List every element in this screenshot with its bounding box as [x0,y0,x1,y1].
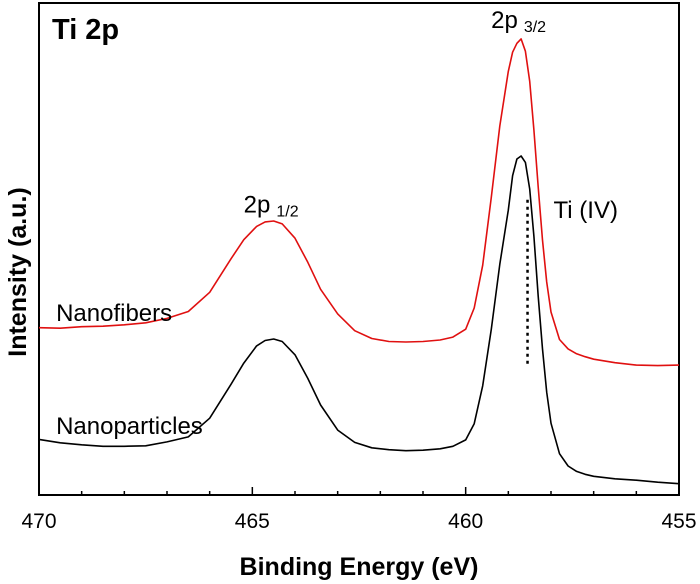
x-tick-label: 455 [661,510,696,533]
peak-label-2p-1-2-main: 2p [244,192,271,219]
series-line-nanofibers [38,38,680,367]
x-axis-title: Binding Energy (eV) [240,553,479,581]
series-line-nanoparticles [38,155,680,485]
x-tick-label: 465 [235,510,270,533]
y-axis-title: Intensity (a.u.) [4,187,32,356]
peak-label-2p-1-2-sub: 1/2 [276,204,298,221]
nanofibers-label: Nanofibers [56,300,172,327]
x-axis-ticks: 470 465 460 455 [21,487,697,533]
ti-iv-label: Ti (IV) [554,197,618,224]
chart-title: Ti 2p [52,14,119,46]
x-tick-label: 470 [21,510,56,533]
series-layer [38,38,680,485]
peak-label-2p-3-2-sub: 3/2 [524,19,546,36]
peak-label-2p-3-2-main: 2p [491,7,518,34]
x-tick-label: 460 [448,510,483,533]
nanoparticles-label: Nanoparticles [56,413,203,440]
plot-frame [38,2,680,496]
peak-label-2p-1-2: 2p 1/2 [244,192,299,221]
peak-label-2p-3-2: 2p 3/2 [491,7,546,36]
